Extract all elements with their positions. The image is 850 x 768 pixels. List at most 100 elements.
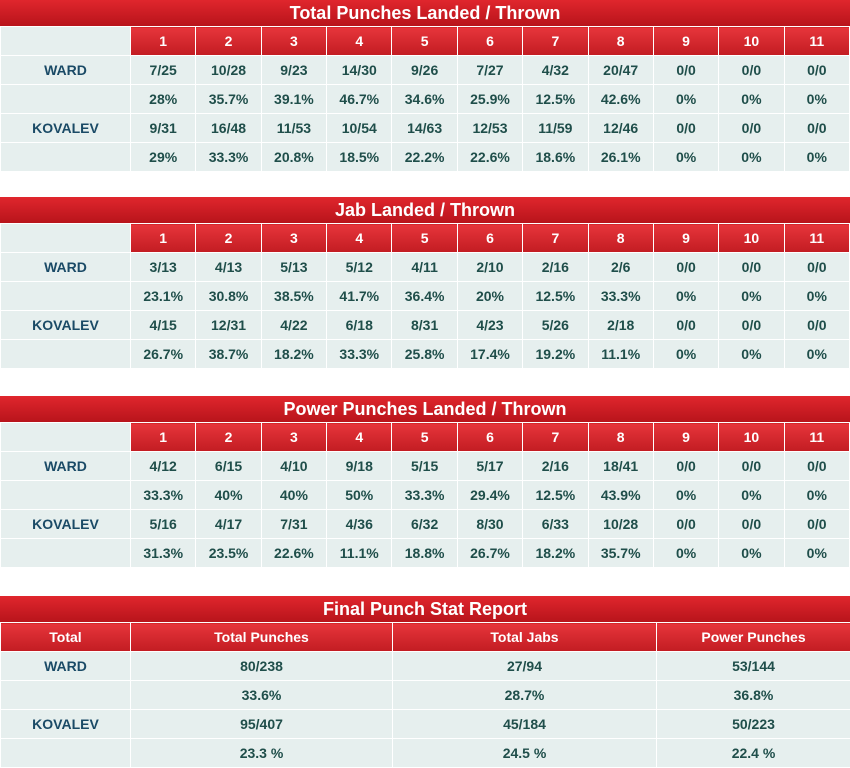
- round-header: 10: [719, 423, 784, 452]
- pct-cell: 18.2%: [523, 539, 588, 568]
- round-header: 6: [457, 423, 522, 452]
- pct-cell: 29%: [131, 143, 196, 172]
- pct-cell: 0%: [784, 282, 849, 311]
- count-cell: 10/28: [588, 510, 653, 539]
- pct-cell: 12.5%: [523, 481, 588, 510]
- round-header: 5: [392, 27, 457, 56]
- count-cell: 6/32: [392, 510, 457, 539]
- count-cell: 12/46: [588, 114, 653, 143]
- count-cell: 0/0: [784, 510, 849, 539]
- count-cell: 5/26: [523, 311, 588, 340]
- pct-cell: 0%: [653, 143, 718, 172]
- section-final-report: Final Punch Stat Report Total Total Punc…: [0, 596, 850, 768]
- value-cell: 53/144: [657, 652, 850, 681]
- count-cell: 0/0: [719, 56, 784, 85]
- round-header: 7: [523, 423, 588, 452]
- count-cell: 6/15: [196, 452, 261, 481]
- round-header: 8: [588, 224, 653, 253]
- count-cell: 0/0: [719, 452, 784, 481]
- section-title: Power Punches Landed / Thrown: [0, 396, 850, 422]
- round-header: 11: [784, 27, 849, 56]
- count-cell: 9/26: [392, 56, 457, 85]
- table-row: KOVALEV 4/15 12/31 4/22 6/18 8/31 4/23 5…: [1, 311, 850, 340]
- count-cell: 2/10: [457, 253, 522, 282]
- round-header: 10: [719, 27, 784, 56]
- pct-cell: 40%: [261, 481, 326, 510]
- round-header: 2: [196, 27, 261, 56]
- pct-cell: 25.9%: [457, 85, 522, 114]
- value-cell: 95/407: [131, 710, 393, 739]
- count-cell: 11/53: [261, 114, 326, 143]
- round-header: 7: [523, 224, 588, 253]
- pct-cell: 35.7%: [196, 85, 261, 114]
- pct-cell: 11.1%: [588, 340, 653, 369]
- count-cell: 5/13: [261, 253, 326, 282]
- count-cell: 14/30: [327, 56, 392, 85]
- table-row: 23.1% 30.8% 38.5% 41.7% 36.4% 20% 12.5% …: [1, 282, 850, 311]
- fighter-name: KOVALEV: [1, 710, 131, 739]
- count-cell: 4/22: [261, 311, 326, 340]
- value-cell: 45/184: [393, 710, 657, 739]
- count-cell: 0/0: [784, 56, 849, 85]
- column-header: Total: [1, 623, 131, 652]
- round-header: 3: [261, 224, 326, 253]
- count-cell: 7/31: [261, 510, 326, 539]
- count-cell: 5/12: [327, 253, 392, 282]
- pct-cell: 33.3%: [131, 481, 196, 510]
- table-row: 31.3% 23.5% 22.6% 11.1% 18.8% 26.7% 18.2…: [1, 539, 850, 568]
- count-cell: 16/48: [196, 114, 261, 143]
- count-cell: 0/0: [719, 114, 784, 143]
- count-cell: 9/18: [327, 452, 392, 481]
- count-cell: 7/27: [457, 56, 522, 85]
- fighter-name: KOVALEV: [1, 311, 131, 340]
- value-cell: 24.5 %: [393, 739, 657, 768]
- count-cell: 0/0: [653, 311, 718, 340]
- count-cell: 4/12: [131, 452, 196, 481]
- pct-cell: 22.2%: [392, 143, 457, 172]
- round-header: 4: [327, 224, 392, 253]
- pct-cell: 36.4%: [392, 282, 457, 311]
- count-cell: 14/63: [392, 114, 457, 143]
- stats-table: 1 2 3 4 5 6 7 8 9 10 11 WARD 3/13 4/13 5…: [0, 223, 850, 369]
- table-row: 33.6% 28.7% 36.8%: [1, 681, 850, 710]
- pct-cell: 35.7%: [588, 539, 653, 568]
- pct-cell: 38.7%: [196, 340, 261, 369]
- count-cell: 4/17: [196, 510, 261, 539]
- pct-cell: 26.7%: [457, 539, 522, 568]
- pct-cell: 20%: [457, 282, 522, 311]
- count-cell: 0/0: [719, 510, 784, 539]
- round-header: 11: [784, 423, 849, 452]
- value-cell: 50/223: [657, 710, 850, 739]
- count-cell: 4/23: [457, 311, 522, 340]
- pct-cell: 23.1%: [131, 282, 196, 311]
- count-cell: 0/0: [653, 56, 718, 85]
- round-header: 5: [392, 224, 457, 253]
- round-header: 9: [653, 423, 718, 452]
- pct-cell: 0%: [653, 481, 718, 510]
- count-cell: 2/18: [588, 311, 653, 340]
- pct-cell: 18.8%: [392, 539, 457, 568]
- table-row: KOVALEV 95/407 45/184 50/223: [1, 710, 850, 739]
- count-cell: 0/0: [653, 510, 718, 539]
- pct-cell: 0%: [653, 282, 718, 311]
- pct-cell: 0%: [653, 340, 718, 369]
- count-cell: 2/16: [523, 452, 588, 481]
- pct-cell: 0%: [784, 539, 849, 568]
- final-header-row: Total Total Punches Total Jabs Power Pun…: [1, 623, 850, 652]
- pct-cell: 33.3%: [196, 143, 261, 172]
- table-row: WARD 4/12 6/15 4/10 9/18 5/15 5/17 2/16 …: [1, 452, 850, 481]
- count-cell: 0/0: [784, 114, 849, 143]
- pct-cell: 29.4%: [457, 481, 522, 510]
- pct-cell: 18.6%: [523, 143, 588, 172]
- pct-cell: 33.3%: [392, 481, 457, 510]
- round-header: 8: [588, 423, 653, 452]
- table-row: KOVALEV 9/31 16/48 11/53 10/54 14/63 12/…: [1, 114, 850, 143]
- round-header: 6: [457, 27, 522, 56]
- pct-cell: 34.6%: [392, 85, 457, 114]
- count-cell: 2/16: [523, 253, 588, 282]
- count-cell: 4/15: [131, 311, 196, 340]
- final-stats-table: Total Total Punches Total Jabs Power Pun…: [0, 622, 850, 768]
- count-cell: 9/31: [131, 114, 196, 143]
- round-header: 4: [327, 423, 392, 452]
- count-cell: 4/13: [196, 253, 261, 282]
